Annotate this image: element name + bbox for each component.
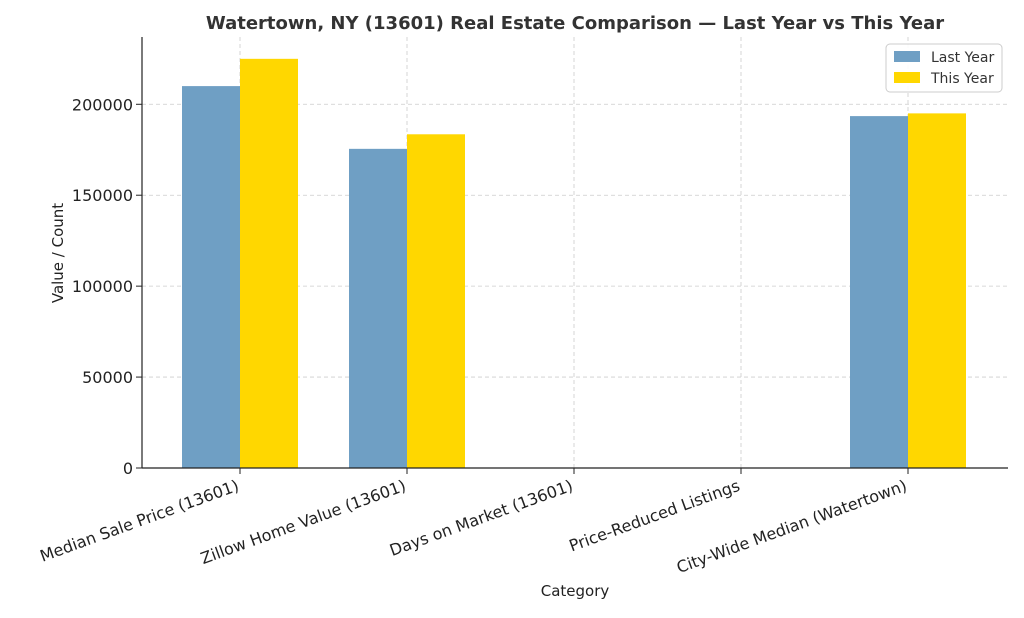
bar: [182, 86, 240, 469]
bar: [349, 148, 407, 468]
axes: [141, 37, 1008, 469]
y-tick-label: 100000: [72, 277, 133, 296]
legend: Last Year This Year: [885, 43, 1003, 93]
chart-title: Watertown, NY (13601) Real Estate Compar…: [206, 13, 944, 34]
y-ticks: 0 50000 100000 150000 200000: [72, 95, 142, 478]
y-tick-label: 150000: [72, 186, 133, 205]
x-ticks: Median Sale Price (13601)Zillow Home Val…: [37, 468, 909, 577]
bars: [182, 58, 966, 469]
bar: [407, 134, 465, 468]
legend-label: Last Year: [931, 50, 994, 66]
bar: [240, 58, 298, 468]
y-tick-label: 0: [123, 459, 133, 478]
x-axis-label: Category: [541, 582, 610, 600]
legend-label: This Year: [930, 71, 994, 87]
bar: [908, 113, 966, 468]
y-tick-label: 50000: [82, 368, 133, 387]
y-tick-label: 200000: [72, 95, 133, 114]
x-tick-label: Days on Market (13601): [387, 476, 575, 560]
legend-swatch: [894, 51, 920, 62]
y-axis-label: Value / Count: [49, 203, 67, 303]
bar: [850, 116, 908, 468]
legend-swatch: [894, 72, 920, 83]
